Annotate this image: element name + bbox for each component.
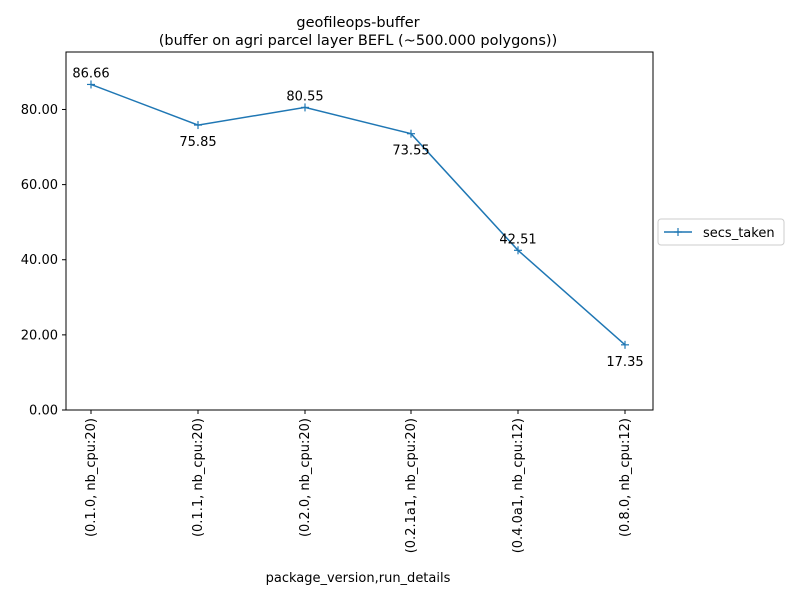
data-point [407, 129, 415, 138]
data-labels: 86.66 75.85 80.55 73.55 42.51 17.35 [72, 66, 643, 369]
chart-title: geofileops-buffer [296, 15, 419, 31]
data-label: 80.55 [286, 89, 323, 104]
legend-marker [674, 228, 682, 236]
x-axis: (0.1.0, nb_cpu:20) (0.1.1, nb_cpu:20) (0.2… [84, 410, 633, 553]
legend-marker-plus [674, 228, 682, 236]
y-tick-label: 0.00 [29, 404, 58, 419]
data-label: 86.66 [72, 66, 109, 81]
y-tick-label: 60.00 [21, 178, 58, 193]
x-tick-label: (0.8.0, nb_cpu:12) [618, 418, 633, 537]
data-label: 75.85 [179, 135, 216, 150]
x-tick-label: (0.4.0a1, nb_cpu:12) [511, 418, 526, 553]
y-tick-label: 40.00 [21, 253, 58, 268]
series-layer [87, 80, 629, 349]
x-axis-label: package_version,run_details [266, 571, 451, 586]
data-label: 17.35 [606, 355, 643, 370]
data-point [301, 103, 309, 112]
chart-subtitle: (buffer on agri parcel layer BEFL (~500.… [159, 33, 557, 49]
data-point [194, 121, 202, 130]
legend-label: secs_taken [703, 226, 775, 241]
data-point [87, 80, 95, 89]
series-line [90, 83, 626, 346]
x-tick-label: (0.1.0, nb_cpu:20) [84, 418, 99, 537]
data-label: 73.55 [392, 144, 429, 159]
data-point [514, 246, 522, 255]
legend-box [657, 218, 785, 246]
x-tick-label: (0.1.1, nb_cpu:20) [191, 418, 206, 537]
x-tick-label: (0.2.0, nb_cpu:20) [298, 418, 313, 537]
y-tick-label: 80.00 [21, 103, 58, 118]
x-tick-label: (0.2.1a1, nb_cpu:20) [404, 418, 419, 553]
data-point [621, 340, 629, 349]
plot-frame [65, 51, 654, 411]
y-axis: 0.00 20.00 40.00 60.00 80.00 [21, 103, 66, 419]
legend: secs_taken [657, 218, 785, 246]
y-tick-label: 20.00 [21, 328, 58, 343]
data-label: 42.51 [499, 232, 536, 247]
